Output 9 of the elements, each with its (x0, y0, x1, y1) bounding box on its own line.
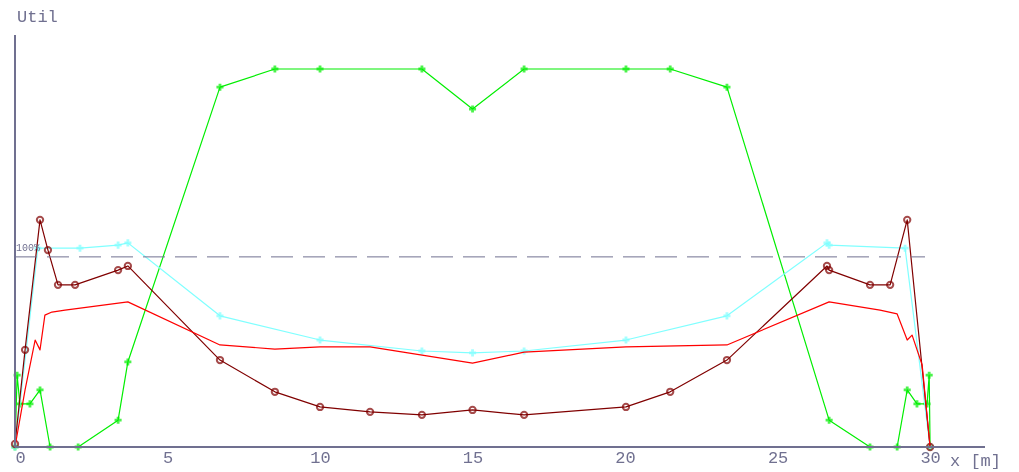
y-axis-title: Util (17, 8, 58, 27)
x-axis-title: x [m] (950, 452, 1002, 471)
x-tick-label: 0 (15, 448, 26, 468)
x-tick-label: 5 (162, 448, 174, 468)
x-tick-label: 25 (767, 448, 789, 468)
x-tick-label: 15 (462, 448, 484, 468)
x-tick-label: 20 (615, 448, 636, 468)
x-tick-label: 10 (310, 448, 331, 468)
x-tick-label: 30 (920, 448, 941, 468)
